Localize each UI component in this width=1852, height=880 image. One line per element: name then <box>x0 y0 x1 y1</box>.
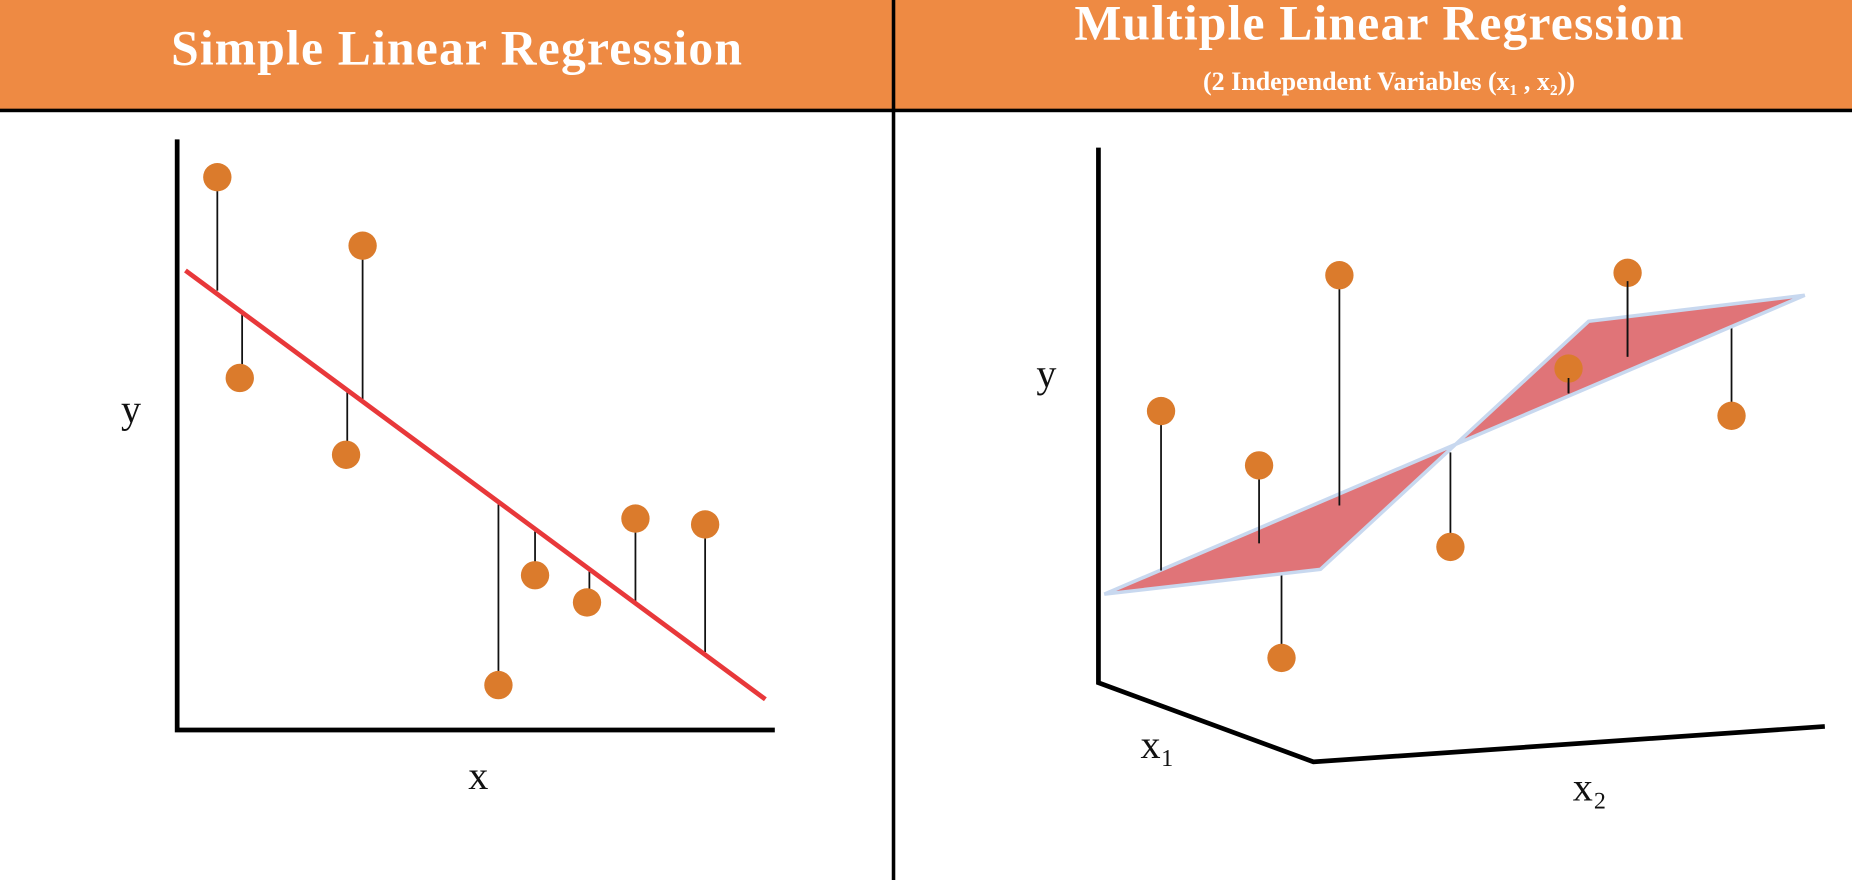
simple-regression-plot: y x <box>121 139 775 798</box>
regression-line <box>184 268 767 702</box>
panel-divider <box>891 0 896 880</box>
point <box>621 504 650 533</box>
regression-plane <box>1103 293 1806 596</box>
axes-3d <box>1096 147 1825 765</box>
point <box>1267 643 1296 673</box>
right-title: Multiple Linear Regression <box>1074 0 1684 51</box>
y-label: y <box>1036 351 1056 396</box>
point <box>348 231 377 260</box>
point <box>1554 354 1583 383</box>
multiple-regression-plot: y x₁ x₂ <box>1036 147 1825 810</box>
left-title: Simple Linear Regression <box>171 21 743 76</box>
point <box>1613 258 1642 288</box>
point <box>1146 396 1176 426</box>
header-rule <box>0 108 1852 113</box>
points <box>1146 258 1746 673</box>
right-subtitle: (2 Independent Variables (x₁ , x₂)) <box>1203 67 1575 96</box>
point <box>690 510 720 539</box>
point <box>1244 451 1274 480</box>
point <box>1436 532 1465 562</box>
x2-label: x₂ <box>1573 765 1607 810</box>
residuals <box>216 177 707 686</box>
x1-label: x₁ <box>1140 722 1174 767</box>
points <box>203 163 720 700</box>
point <box>203 163 232 192</box>
point <box>572 588 602 617</box>
point <box>1717 401 1746 430</box>
point <box>225 363 254 393</box>
point <box>1325 261 1354 290</box>
point <box>484 670 513 700</box>
axes <box>174 139 775 733</box>
point <box>520 561 550 590</box>
y-label: y <box>121 387 141 432</box>
x-label: x <box>468 753 488 798</box>
header-band <box>0 0 1852 110</box>
point <box>331 440 361 469</box>
